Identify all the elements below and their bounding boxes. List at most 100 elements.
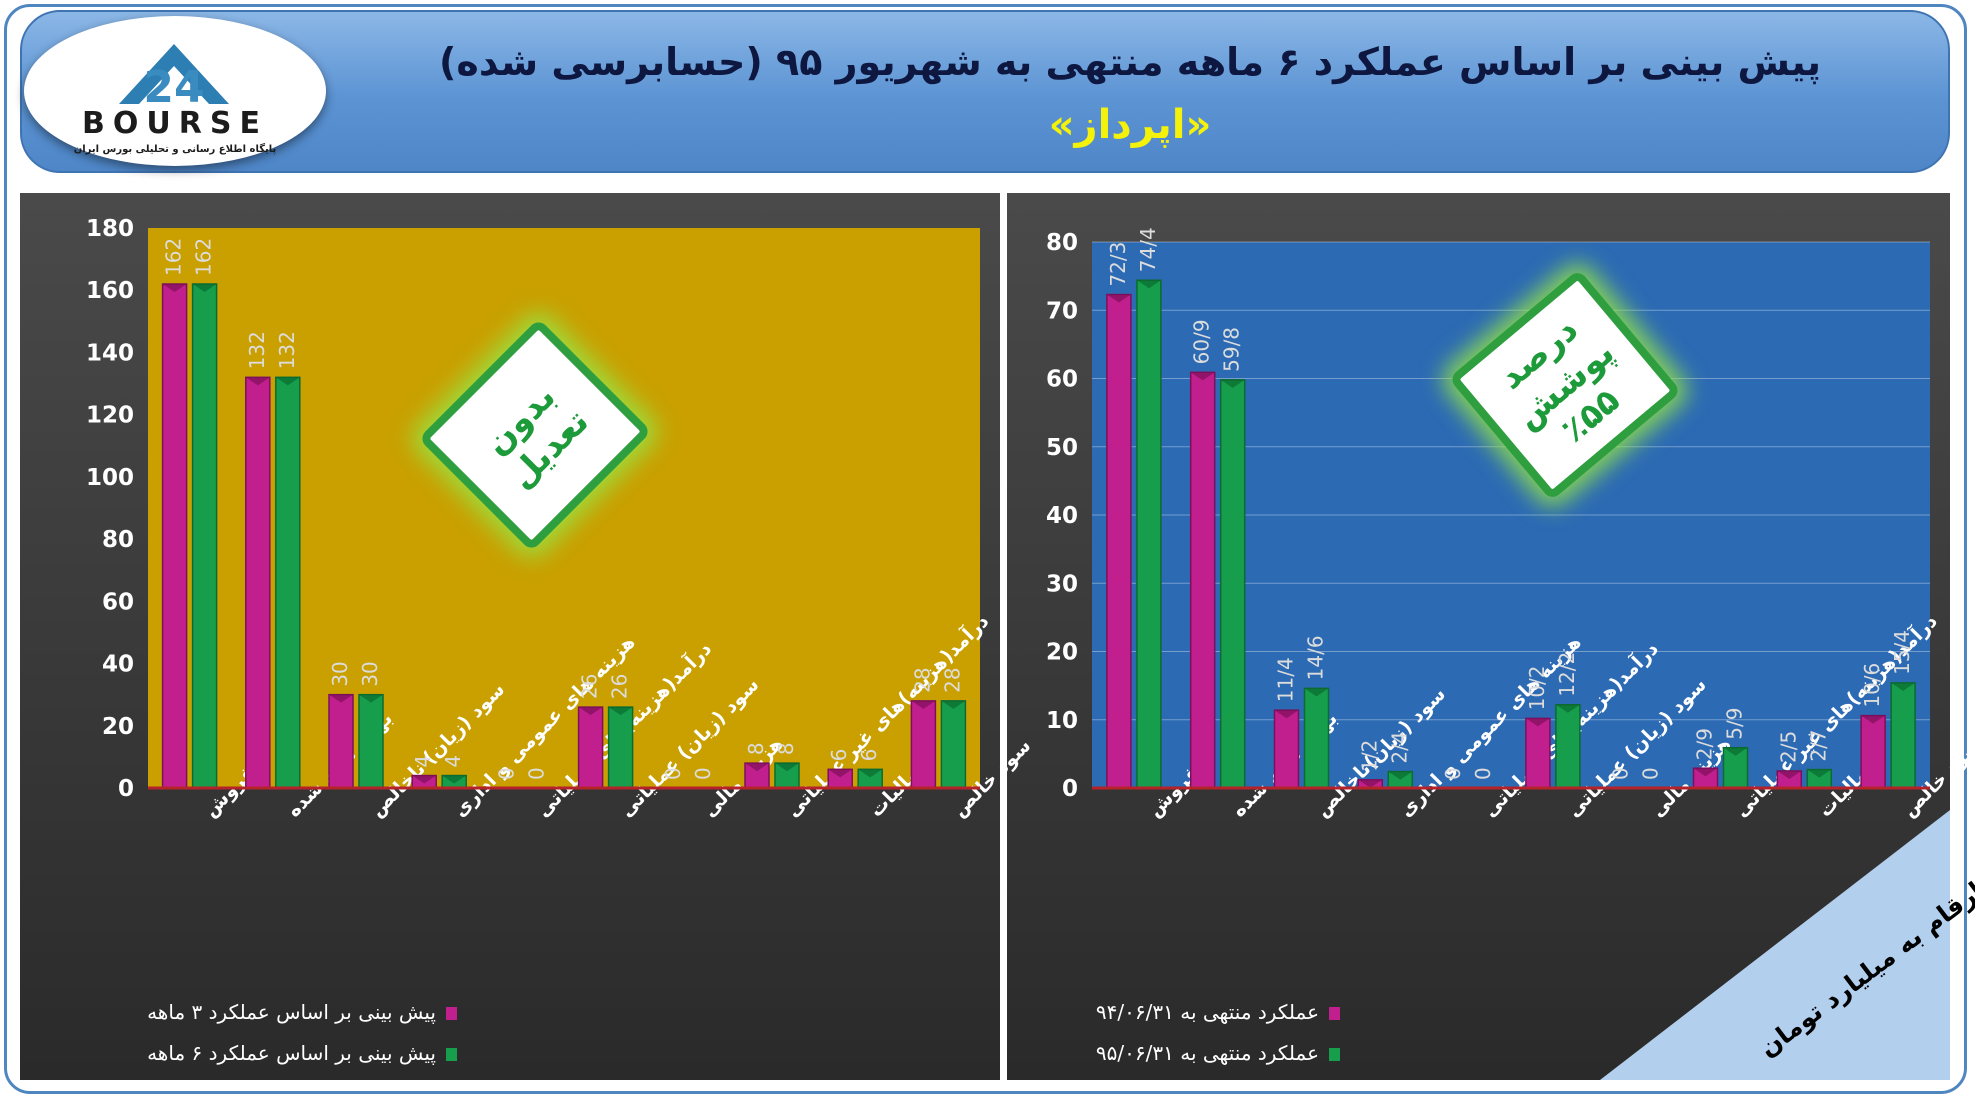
data-label: 0 [1471, 767, 1495, 780]
legend-swatch-magenta [446, 1007, 457, 1020]
bar [1219, 379, 1246, 789]
bar [1890, 682, 1916, 789]
bar [607, 706, 634, 789]
data-label: 72/3 [1106, 242, 1130, 287]
data-label: 28 [910, 667, 934, 692]
data-label: 132 [245, 331, 269, 369]
data-label: 0 [691, 767, 715, 780]
logo-tagline: پایگاه اطلاع رسانی و تحلیلی بورس ایران [74, 142, 277, 155]
bar-bevel [1723, 747, 1748, 756]
data-label: 2/9 [1693, 728, 1717, 760]
data-label: 6 [827, 749, 851, 762]
bar-bevel [245, 377, 270, 386]
y-tick-label: 40 [102, 652, 134, 678]
data-label: 8 [744, 742, 768, 755]
bar [1555, 703, 1581, 789]
y-tick-label: 60 [1046, 367, 1078, 393]
bar-bevel [578, 707, 603, 716]
data-label: 26 [608, 674, 632, 699]
bar-bevel [1304, 688, 1329, 697]
bar-bevel [275, 377, 300, 386]
y-tick-label: 0 [118, 776, 134, 802]
y-tick-label: 20 [102, 714, 134, 740]
data-label: 30 [358, 661, 382, 686]
bar-bevel [1106, 294, 1131, 303]
data-label: 0 [494, 767, 518, 780]
bar-bevel [412, 775, 437, 784]
bar-bevel [828, 769, 853, 778]
data-label: 6 [857, 749, 881, 762]
data-label: 10/6 [1860, 663, 1884, 708]
data-label: 28 [940, 667, 964, 692]
bar [1189, 371, 1216, 789]
bar [1525, 717, 1551, 789]
legend-label: عملکرد منتهی به ۹۴/۰۶/۳۱ [1095, 1000, 1319, 1024]
bar-bevel [192, 284, 217, 292]
data-label: 0 [1441, 767, 1465, 780]
legend-swatch-green [1329, 1048, 1340, 1061]
bar [1303, 687, 1330, 789]
bar-bevel [1807, 769, 1832, 778]
data-label: 2/4 [1387, 731, 1411, 763]
data-label: 30 [328, 661, 352, 686]
page-title: پیش بینی بر اساس عملکرد ۶ ماهه منتهی به … [439, 40, 1821, 84]
y-tick-label: 80 [102, 527, 134, 553]
left-legend-item-2: پیش بینی بر اساس عملکرد ۶ ماهه [147, 1041, 457, 1065]
bar-bevel [1388, 771, 1413, 780]
bar-bevel [1555, 704, 1580, 713]
data-label: 0 [1609, 767, 1633, 780]
data-label: 1/2 [1357, 740, 1381, 772]
y-tick-label: 80 [1046, 230, 1078, 256]
legend-label: پیش بینی بر اساس عملکرد ۶ ماهه [147, 1041, 436, 1065]
y-tick-label: 180 [86, 216, 134, 242]
bar-bevel [608, 707, 633, 716]
data-label: 2/7 [1806, 729, 1830, 761]
logo: 24 BOURSE پایگاه اطلاع رسانی و تحلیلی بو… [24, 16, 326, 166]
panel-separator [1000, 193, 1007, 1080]
y-tick-label: 120 [86, 403, 134, 429]
data-label: 5/9 [1723, 708, 1747, 740]
bar [1860, 714, 1886, 789]
y-tick-label: 30 [1046, 571, 1078, 597]
y-tick-label: 100 [86, 465, 134, 491]
y-tick-label: 160 [86, 278, 134, 304]
legend-label: عملکرد منتهی به ۹۵/۰۶/۳۱ [1095, 1041, 1319, 1065]
data-label: 59/8 [1220, 327, 1244, 372]
bar-bevel [1136, 280, 1161, 289]
data-label: 11/4 [1274, 657, 1298, 702]
legend-label: پیش بینی بر اساس عملکرد ۳ ماهه [147, 1000, 436, 1024]
bar-bevel [1693, 768, 1718, 777]
data-label: 12/2 [1555, 652, 1579, 697]
bar [1106, 293, 1132, 789]
y-tick-label: 140 [86, 340, 134, 366]
bar-bevel [1891, 682, 1916, 691]
bar [940, 700, 967, 789]
data-label: 0 [1639, 767, 1663, 780]
y-tick-label: 0 [1062, 776, 1078, 802]
bar-bevel [745, 763, 769, 772]
data-label: 0 [524, 767, 548, 780]
data-label: 0 [661, 767, 685, 780]
data-label: 74/4 [1136, 227, 1160, 272]
bar [275, 376, 301, 789]
data-label: 4 [411, 755, 435, 768]
page-subtitle: «اپرداز» [1048, 102, 1212, 148]
bar-bevel [1861, 715, 1886, 724]
data-label: 162 [192, 238, 216, 276]
bar-bevel [162, 284, 187, 292]
bar [1273, 709, 1300, 789]
bar-bevel [911, 700, 936, 709]
bar-bevel [1274, 710, 1299, 719]
bar [1136, 279, 1162, 789]
legend-swatch-green [446, 1048, 457, 1061]
logo-graphic: 24 BOURSE پایگاه اطلاع رسانی و تحلیلی بو… [74, 44, 277, 155]
bar-bevel [1525, 718, 1550, 727]
data-label: 60/9 [1190, 319, 1214, 364]
bar-bevel [359, 694, 383, 703]
data-label: 8 [774, 742, 798, 755]
y-tick-label: 50 [1046, 435, 1078, 461]
bar [744, 762, 770, 789]
bar-bevel [1777, 770, 1802, 779]
